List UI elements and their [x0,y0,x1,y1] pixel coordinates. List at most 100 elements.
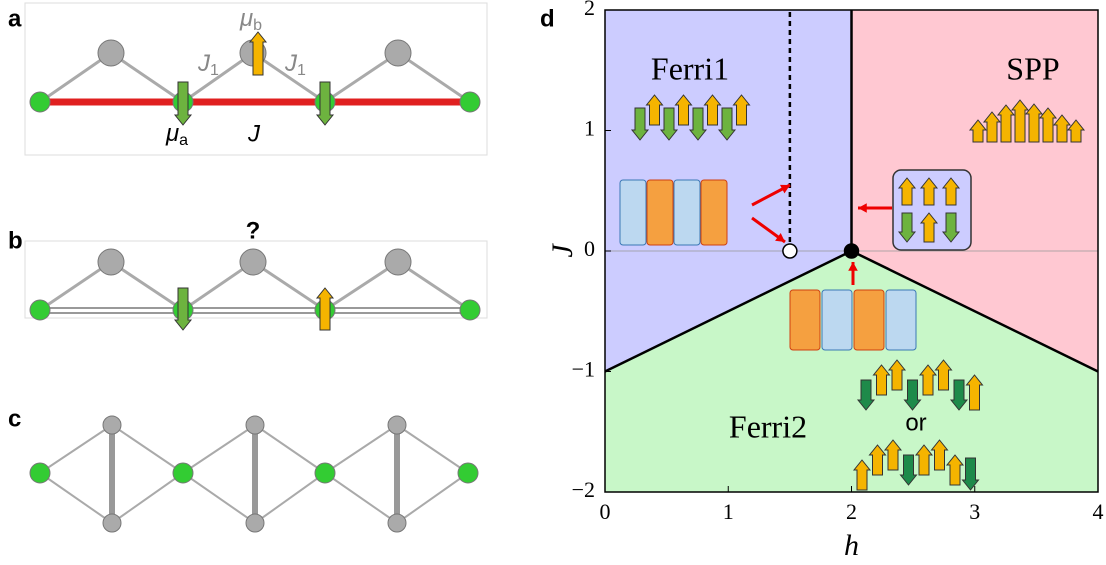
spin-arrow [717,107,737,141]
spin-arrow [941,212,961,243]
atom [459,91,481,113]
atom [97,39,125,67]
spin-arrow [883,439,903,471]
x-tick-label: 0 [600,499,611,524]
atom [245,415,265,435]
spin-arrow [949,379,969,411]
pointer-head [780,184,790,194]
spin-arrow [248,31,268,76]
spin-arrow [945,454,965,486]
region-label: Ferri2 [729,408,807,444]
spin-arrow [982,111,1002,143]
region-label: SPP [1006,50,1059,86]
spin-arrow [173,81,193,126]
atom [29,299,51,321]
phase-diagram: 0 1 2 3 4 −2 −1 0 1 2 h J Ferri1 SPP Ferri2 or [546,0,1104,562]
spin-arrow [630,107,650,141]
ice-icon [885,289,917,351]
j1-label: J1 [284,50,306,79]
atom [239,248,267,276]
spin-arrow [918,364,938,396]
phase-boundary [604,249,853,373]
spin-arrow [887,359,907,391]
spin-arrow [315,287,335,331]
y-tick-label: −1 [572,357,595,382]
fire-icon [700,179,728,246]
atom [314,462,336,484]
region-label: Ferri1 [651,50,729,86]
atom [97,248,125,276]
j-label: J [247,120,261,147]
x-axis-label: h [844,529,859,562]
spin-arrow [674,94,693,126]
panel-label: a [8,5,22,32]
pointer-head [775,232,785,242]
ice-icon [821,289,853,351]
y-axis-label: J [546,243,579,258]
panel-frame [24,2,488,156]
pointer-head [848,262,858,271]
panel-label: c [8,405,21,432]
critical-point [843,243,860,259]
spin-arrow [996,104,1016,143]
spin-arrow [914,444,934,476]
panel-label: b [8,227,23,254]
panel-frame [24,240,488,319]
spin-arrow [868,444,887,476]
j1-label: J1 [197,50,219,79]
fire-icon [853,289,885,351]
fire-icon [646,179,674,246]
spin-arrow [1052,114,1072,143]
panel-label: d [540,5,555,32]
x-tick-label: 4 [1093,499,1104,524]
spin-arrow [941,177,961,206]
spin-arrow [930,439,949,471]
spin-arrow [1038,107,1058,143]
atom [384,39,412,67]
spin-arrow [903,379,922,411]
atom [172,462,194,484]
critical-point [782,243,798,259]
spin-arrow [315,81,335,126]
ice-icon [619,179,647,246]
vertical-bonds [109,425,400,523]
x-tick-label: 2 [846,499,857,524]
spin-arrow [173,287,193,331]
spin-arrow [732,94,751,126]
mu-a: μa [165,120,188,149]
spin-arrow [919,177,939,206]
y-tick-label: 0 [584,236,595,261]
atom [102,513,122,533]
spin-arrow [872,364,891,396]
spin-arrow [703,94,722,126]
y-tick-label: 2 [584,0,595,20]
spin-arrow [897,177,917,206]
atom [102,415,122,435]
atom [384,248,412,276]
fire-icon [789,289,821,351]
spin-arrow [934,359,953,391]
atom [387,513,407,533]
spin-arrow [965,374,984,411]
mu-b: μb [239,5,262,34]
question: ? [246,217,261,244]
spin-arrow [852,459,872,491]
spin-arrow [919,212,939,243]
atom [387,415,407,435]
spin-arrow [1010,99,1030,143]
atom [29,462,51,484]
x-tick-label: 1 [723,499,734,524]
spin-arrow [1066,119,1086,143]
spin-arrow [645,94,664,126]
spin-arrow [856,379,876,411]
spin-arrow [659,107,679,141]
phase-boundary [850,249,1099,373]
atom [29,91,51,113]
spin-arrow [897,212,917,243]
spin-arrow [688,107,708,141]
atom [457,462,479,484]
pointer-head [858,203,867,213]
atom [245,513,265,533]
spin-arrow [961,457,980,491]
